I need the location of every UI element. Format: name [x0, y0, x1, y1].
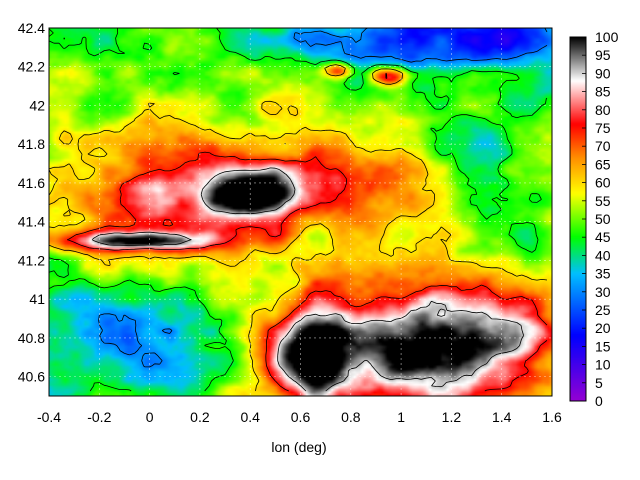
- colorbar-tick-label: 20: [595, 320, 611, 336]
- y-tick-label: 41: [29, 291, 45, 307]
- colorbar-tick-label: 80: [595, 102, 611, 118]
- contour-line: [67, 72, 548, 392]
- y-tick-label: 41.2: [18, 252, 45, 268]
- y-tick-label: 40.8: [18, 330, 45, 346]
- colorbar-tick-label: 45: [595, 229, 611, 245]
- y-tick-label: 42: [29, 97, 45, 113]
- grid-lines: [49, 28, 552, 396]
- x-tick-label: 0.8: [341, 409, 361, 425]
- colorbar-tick-label: 100: [595, 29, 619, 45]
- colorbar-tick-label: 40: [595, 247, 611, 263]
- x-tick-label: 1.4: [492, 409, 512, 425]
- colorbar-tick-label: 5: [595, 375, 603, 391]
- y-tick-label: 42.4: [18, 20, 45, 36]
- x-tick-label: 1.2: [442, 409, 462, 425]
- colorbar-tick-label: 25: [595, 302, 611, 318]
- colorbar-tick-label: 85: [595, 84, 611, 100]
- colorbar: 0 5 10 15 20 25 30 35 40 45 50 55 60 65 70 75 80 85 90 95 10…: [569, 29, 619, 409]
- y-tick-label: 42.2: [18, 59, 45, 75]
- colorbar-tick-label: 10: [595, 357, 611, 373]
- x-tick-label: 0: [146, 409, 154, 425]
- colorbar-tick-label: 95: [595, 47, 611, 63]
- x-axis-label: lon (deg): [271, 439, 326, 455]
- y-tick-label: 41.4: [18, 214, 45, 230]
- contour-lines: [48, 27, 548, 392]
- x-tick-label: 1: [397, 409, 405, 425]
- y-axis-ticks: 40.6 40.8 41 41.2 41.4 41.6 41.8 42 42.2 42.4: [18, 20, 45, 385]
- x-tick-label: -0.2: [87, 409, 111, 425]
- colorbar-tick-label: 50: [595, 211, 611, 227]
- contour-line: [91, 167, 524, 392]
- colorbar-tick-label: 0: [595, 393, 603, 409]
- x-tick-label: 1.6: [542, 409, 562, 425]
- y-tick-label: 41.6: [18, 175, 45, 191]
- x-tick-label: 0.4: [240, 409, 260, 425]
- colorbar-tick-label: 30: [595, 284, 611, 300]
- x-tick-label: 0.6: [291, 409, 311, 425]
- y-tick-label: 41.8: [18, 136, 45, 152]
- x-tick-label: 0.2: [190, 409, 210, 425]
- contour-line: [48, 27, 548, 392]
- contour-line: [98, 27, 548, 368]
- x-axis-ticks: -0.4 -0.2 0 0.2 0.4 0.6 0.8 1 1.2 1.4 1.6: [37, 409, 562, 425]
- y-tick-label: 40.6: [18, 369, 45, 385]
- contour-line: [48, 64, 548, 392]
- plot-frame: [48, 27, 553, 397]
- colorbar-tick-label: 75: [595, 120, 611, 136]
- colorbar-tick-label: 70: [595, 138, 611, 154]
- colorbar-tick-label: 90: [595, 65, 611, 81]
- plot-area: [48, 27, 553, 397]
- colorbar-tick-label: 15: [595, 338, 611, 354]
- colorbar-tick-label: 65: [595, 156, 611, 172]
- colorbar-ticks: 0 5 10 15 20 25 30 35 40 45 50 55 60 65 70 75 80 85 90 95 10…: [582, 29, 619, 409]
- colorbar-tick-label: 35: [595, 266, 611, 282]
- colorbar-tick-label: 55: [595, 193, 611, 209]
- x-tick-label: -0.4: [37, 409, 61, 425]
- colorbar-tick-label: 60: [595, 175, 611, 191]
